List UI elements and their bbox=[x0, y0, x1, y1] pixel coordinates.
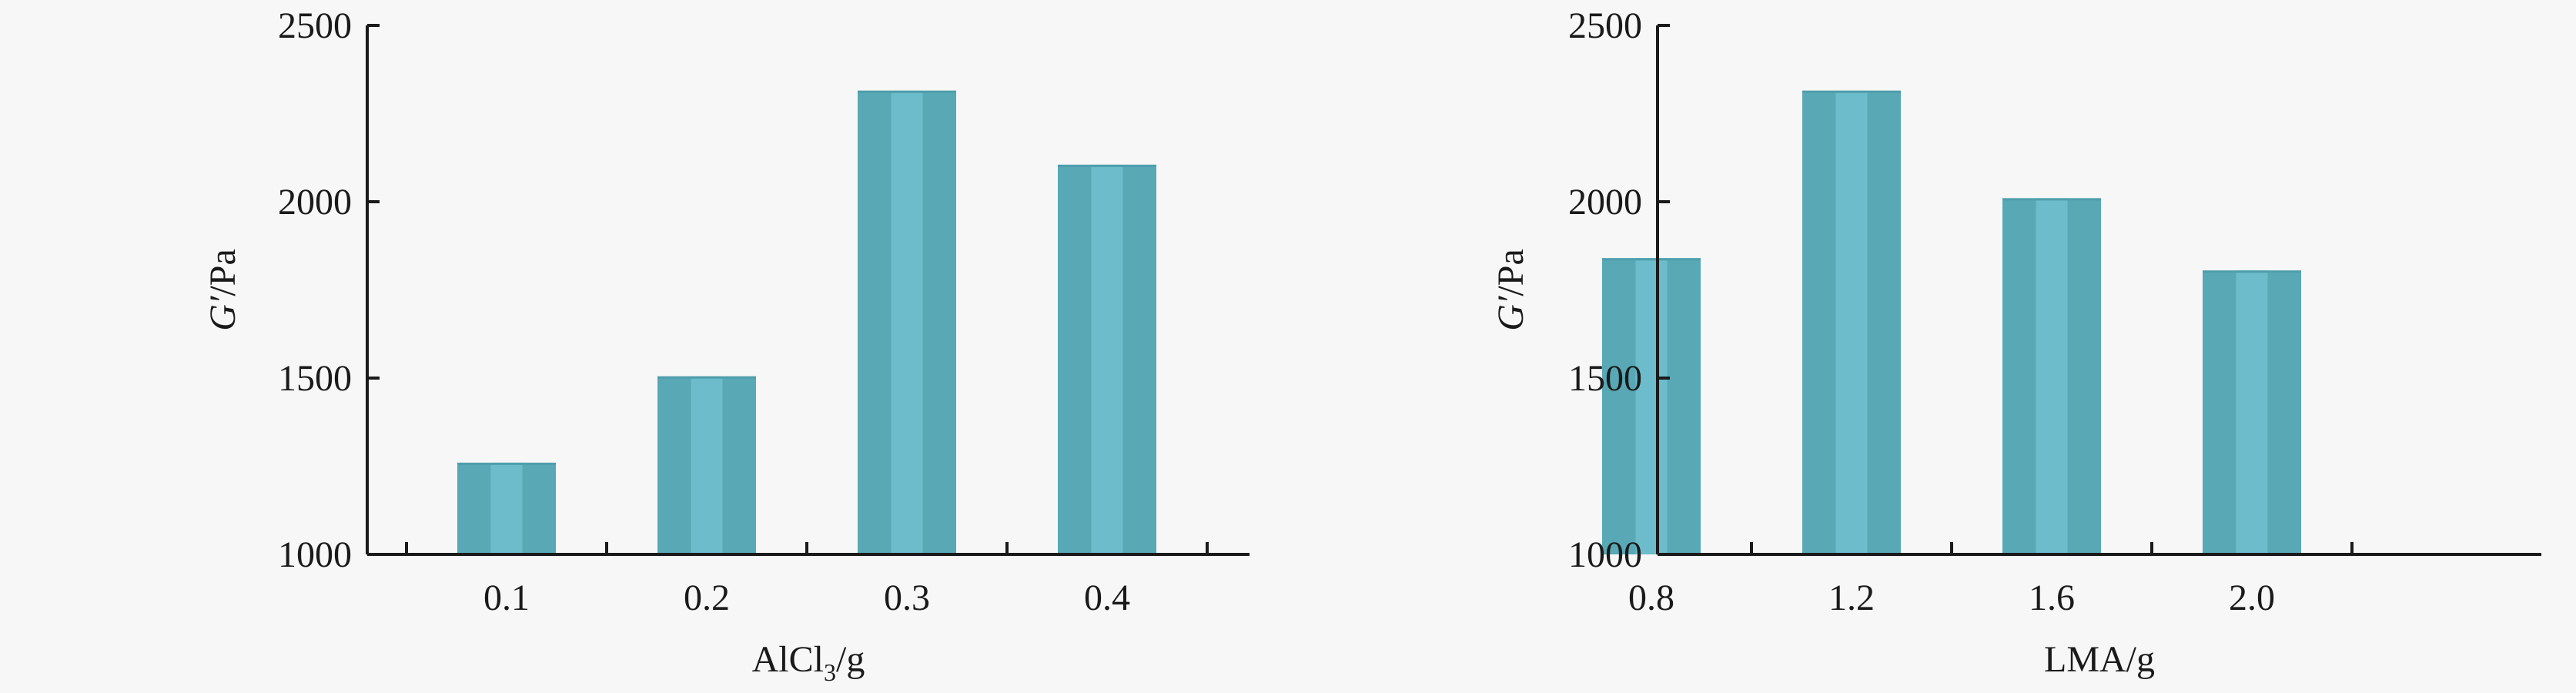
y-tick-label: 2000 bbox=[1568, 182, 1642, 223]
bar-highlight bbox=[1835, 90, 1868, 555]
x-axis-title: AlCl3/g bbox=[752, 639, 865, 686]
x-tick-label: 1.2 bbox=[1828, 578, 1875, 618]
y-tick-label: 2500 bbox=[1568, 5, 1642, 46]
y-axis-title: G′/Pa bbox=[1490, 249, 1531, 331]
bar bbox=[858, 90, 956, 555]
bar bbox=[457, 462, 556, 554]
x-tick-label: 0.4 bbox=[1084, 578, 1130, 618]
x-tick-label: 1.6 bbox=[2029, 578, 2075, 618]
y-tick-label: 1500 bbox=[278, 358, 352, 399]
bar-highlight bbox=[1635, 258, 1668, 554]
y-tick-label: 2000 bbox=[278, 182, 352, 223]
bar bbox=[1058, 164, 1156, 554]
bar-highlight bbox=[2036, 198, 2068, 554]
bar-highlight bbox=[2236, 270, 2268, 554]
y-tick-label: 1500 bbox=[1568, 358, 1642, 399]
bar bbox=[1602, 258, 1701, 554]
bar bbox=[2203, 270, 2301, 554]
y-tick-label: 1000 bbox=[278, 534, 352, 575]
bar-highlight bbox=[490, 462, 523, 554]
bar bbox=[2002, 198, 2101, 554]
y-axis-title: G′/Pa bbox=[202, 249, 243, 331]
x-tick-label: 0.8 bbox=[1628, 578, 1674, 618]
chart-panel-lma: 1000 1500 2000 2500 0.8 1.2 1.6 2.0 LMA/g G′/Pa bbox=[1288, 0, 2576, 693]
chart-lma: 1000 1500 2000 2500 0.8 1.2 1.6 2.0 LMA/g G′/Pa bbox=[1490, 5, 2541, 680]
y-tick-label: 2500 bbox=[278, 5, 352, 46]
y-tick-label: 1000 bbox=[1568, 534, 1642, 575]
chart-alcl3: 1000 1500 2000 2500 0.1 0.2 0.3 0.4 AlCl3/g G′/Pa bbox=[202, 5, 1250, 686]
chart-panel-alcl3: 1000 1500 2000 2500 0.1 0.2 0.3 0.4 AlCl3/g G′/Pa bbox=[202, 5, 1250, 686]
bar bbox=[1802, 90, 1901, 555]
bar-highlight bbox=[691, 376, 723, 554]
x-tick-label: 0.1 bbox=[483, 578, 530, 618]
bar-highlight bbox=[1091, 164, 1123, 554]
x-tick-label: 0.2 bbox=[684, 578, 730, 618]
x-axis-title: LMA/g bbox=[2044, 639, 2155, 680]
bar-highlight bbox=[891, 90, 923, 555]
x-tick-label: 0.3 bbox=[884, 578, 930, 618]
x-tick-label: 2.0 bbox=[2229, 578, 2275, 618]
bar bbox=[657, 376, 756, 554]
